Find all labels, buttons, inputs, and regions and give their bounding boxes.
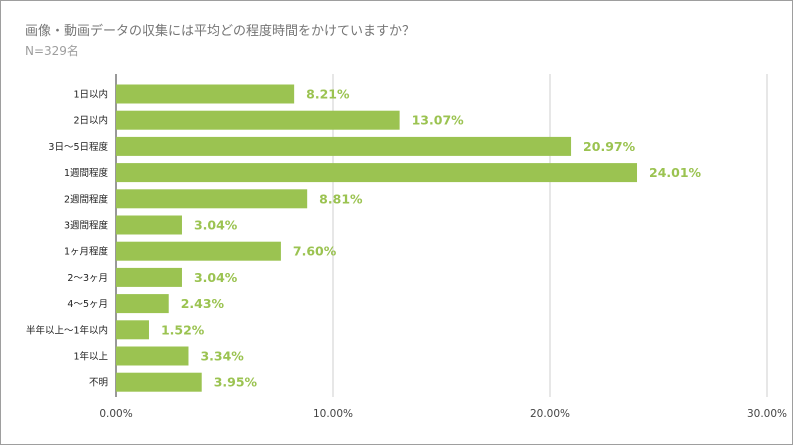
bar	[116, 84, 295, 104]
category-labels: 1日以内 2日以内 3日〜5日程度 1週間程度 2週間程度 3週間程度 1ヶ月程度 2〜3ヶ月…	[26, 89, 109, 389]
category-label: 1週間程度	[64, 167, 109, 179]
bar	[116, 215, 182, 235]
data-label: 3.04%	[194, 218, 238, 233]
bar	[116, 241, 281, 261]
data-label: 13.07%	[412, 113, 465, 128]
data-label: 20.97%	[583, 139, 636, 154]
category-label: 2〜3ヶ月	[67, 273, 108, 284]
category-label: 半年以上〜1年以内	[26, 324, 108, 336]
bar	[116, 320, 149, 340]
category-label: 2日以内	[73, 115, 108, 127]
data-label: 1.52%	[161, 322, 205, 337]
data-label: 3.34%	[200, 349, 244, 364]
bar	[116, 189, 308, 209]
data-label: 3.95%	[214, 375, 258, 390]
category-label: 2週間程度	[64, 193, 109, 205]
bar	[116, 163, 638, 183]
x-tick-label: 10.00%	[313, 408, 353, 420]
data-label: 8.81%	[319, 191, 363, 206]
category-label: 4〜5ヶ月	[67, 299, 108, 310]
x-tick-label: 20.00%	[530, 408, 570, 420]
bar	[116, 346, 189, 366]
bar	[116, 294, 169, 314]
bar	[116, 110, 400, 130]
category-label: 3週間程度	[64, 220, 109, 232]
chart-title: 画像・動画データの収集には平均どの程度時間をかけていますか？	[25, 24, 416, 39]
x-tick-labels: 0.00% 10.00% 20.00% 30.00%	[99, 408, 787, 420]
data-label: 24.01%	[649, 165, 702, 180]
data-label: 8.21%	[306, 87, 350, 102]
bar	[116, 372, 202, 392]
data-labels: 8.21% 13.07% 20.97% 24.01% 8.81% 3.04% 7.60% 3.…	[161, 87, 702, 390]
category-label: 1ヶ月程度	[64, 246, 109, 258]
category-label: 3日〜5日程度	[48, 141, 108, 153]
bars	[116, 84, 638, 392]
x-tick-label: 0.00%	[99, 408, 132, 420]
category-label: 1日以内	[73, 89, 108, 101]
bar	[116, 267, 182, 287]
bar	[116, 136, 572, 156]
category-label: 不明	[89, 378, 108, 389]
data-label: 7.60%	[293, 244, 337, 259]
data-label: 3.04%	[194, 270, 238, 285]
data-label: 2.43%	[181, 296, 225, 311]
category-label: 1年以上	[73, 351, 108, 363]
chart-subtitle: N=329名	[25, 44, 79, 58]
x-tick-label: 30.00%	[747, 408, 787, 420]
